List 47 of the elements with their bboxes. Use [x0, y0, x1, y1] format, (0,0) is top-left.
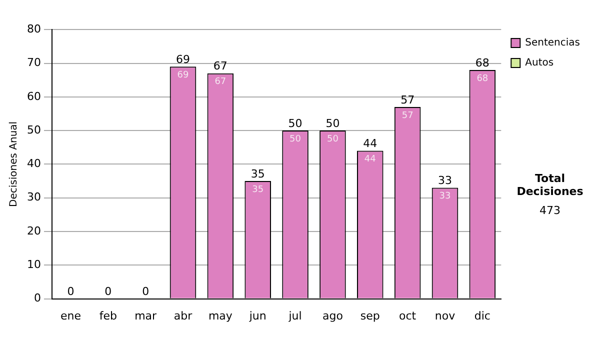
total-label: 57	[400, 93, 415, 106]
y-tick-label: 40	[26, 157, 41, 170]
data-label: 33	[439, 192, 451, 202]
total-label: 50	[326, 116, 340, 130]
text: 473	[538, 204, 562, 217]
y-tick-label: 60	[26, 90, 41, 103]
total-label: 0	[104, 285, 112, 298]
x-tick-label: abr	[174, 309, 193, 322]
legend-label: Sentencias	[525, 38, 580, 49]
data-label: 35	[252, 184, 264, 195]
y-tick-label: 0	[34, 292, 41, 305]
data-label: 69	[177, 70, 189, 80]
y-tick-label: 10	[26, 258, 41, 272]
x-tick-label: mar	[134, 309, 158, 322]
x-tick-label: may	[208, 309, 233, 322]
text: Total Decisiones	[516, 172, 584, 198]
data-label: 44	[364, 154, 376, 165]
total-label: 33	[438, 174, 452, 188]
total-label: 50	[288, 116, 302, 130]
x-tick-label: jul	[288, 309, 302, 322]
total-label: 68	[475, 56, 490, 70]
y-tick-label: 70	[26, 56, 41, 70]
total-label: 44	[363, 137, 378, 150]
x-tick-label: sep	[360, 309, 380, 322]
data-label: 50	[326, 134, 339, 144]
y-tick-label: 80	[26, 22, 41, 36]
y-tick-label: 20	[26, 224, 41, 238]
x-tick-label: dic	[474, 309, 490, 322]
data-label: 68	[476, 74, 488, 84]
y-axis-title: Decisiones Anual	[8, 121, 20, 207]
total-label: 35	[250, 167, 265, 180]
y-tick-label: 30	[26, 190, 41, 204]
total-label: 67	[213, 60, 228, 73]
y-tick-label: 50	[26, 123, 41, 136]
data-label: 57	[402, 110, 414, 121]
legend-label: Autos	[525, 58, 554, 69]
total-label: 0	[142, 285, 150, 298]
total-label: 69	[176, 52, 190, 66]
data-label: 50	[290, 134, 302, 144]
x-tick-label: ene	[60, 309, 82, 322]
total-label: 0	[67, 285, 74, 298]
data-label: 67	[214, 77, 226, 88]
x-tick-label: nov	[434, 309, 456, 322]
x-tick-label: ago	[322, 309, 344, 322]
x-tick-label: feb	[99, 309, 117, 322]
x-tick-label: jun	[248, 309, 266, 322]
x-tick-label: oct	[399, 309, 417, 322]
